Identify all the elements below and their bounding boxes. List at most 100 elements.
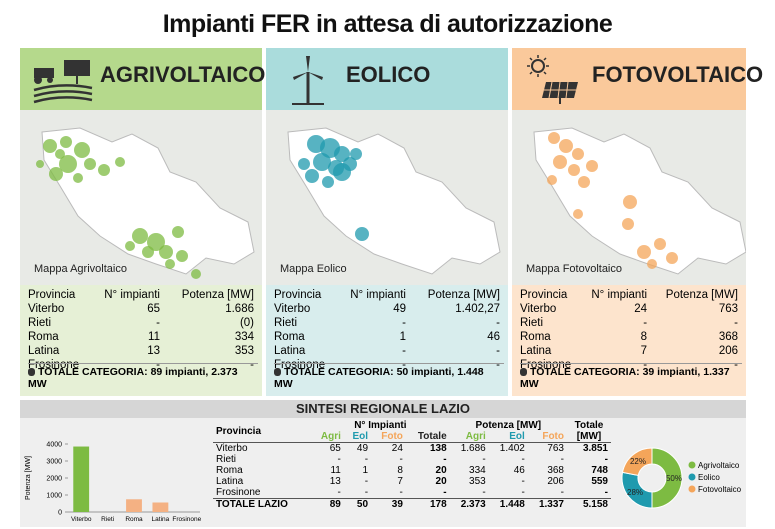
cell: 138 [429,443,447,454]
cell: - [156,359,160,371]
summary-row: Roma 11 1 8 20 334 46 368 748 [213,465,611,476]
column-header: Provincia [274,289,322,301]
column-header: Potenza [MW] [427,289,500,301]
cell: 24 [391,443,403,454]
cell: - [734,359,738,371]
province-row: Viterbo 65 1.686 [20,302,262,316]
cell: Roma [520,331,551,343]
cell: Rieti [216,454,237,465]
map-dot [159,245,173,259]
map-dot [49,167,63,181]
y-axis-label: Potenza [MW] [25,456,32,500]
cell: - [482,487,486,498]
header-row: Provincia N° Impianti Potenza [MW] Totale [… [213,420,611,442]
map-dot [115,157,125,167]
cell: - [604,454,608,465]
map-dot [322,176,334,188]
cell: - [364,476,369,487]
map-dot [622,218,634,230]
map-dot [548,132,560,144]
cell: Latina [216,476,244,487]
cell: - [482,454,486,465]
cell: 8 [640,331,648,343]
map-dot [298,158,310,170]
cell: - [337,487,341,498]
cell: - [250,359,254,371]
map-dot [355,227,369,241]
x-tick-label: Latina [152,516,170,523]
map-dot [647,259,657,269]
cell: 353 [469,476,486,487]
column-subheader: Foto [381,431,403,442]
icon-eolico [292,56,324,105]
map-label: Mappa Fotovoltaico [526,263,622,275]
map-dot [334,146,350,162]
map-dot [666,252,678,264]
cell: - [364,487,369,498]
map-shape [287,127,501,275]
map-dot [553,155,567,169]
province-row: Viterbo 24 763 [512,302,746,316]
cell: - [521,476,525,487]
summary-row: Latina 13 - 7 20 353 - 206 559 [213,476,611,487]
cell: 763 [718,303,738,315]
legend-swatch [688,485,696,493]
cell: 49 [356,443,369,454]
province-row: Rieti - - [512,316,746,330]
map: Mappa Fotovoltaico [512,110,747,285]
cell: 1.337 [527,498,567,510]
panel-title: FOTOVOLTAICO [592,62,764,87]
map: Mappa Agrivoltaico [20,110,262,285]
map-dot [586,160,598,172]
column-header: Potenza [MW] [181,289,254,301]
province-row: Rieti - - [266,316,508,330]
province-row: Viterbo 49 1.402,27 [266,302,508,316]
map-dot [333,163,351,181]
cell: 353 [234,345,254,357]
column-header: Provincia [520,289,568,301]
icon-agri [33,60,93,104]
map-shape [36,127,255,279]
header-row: Provincia N° impianti Potenza [MW] [266,288,508,302]
cell: - [156,317,160,329]
cell: 11 [148,331,160,343]
cell: 20 [435,465,447,476]
column-subheader: Agri [320,431,341,442]
map-dot [132,228,148,244]
column-subheader: Foto [542,431,564,442]
cell: 763 [547,443,564,454]
province-row: Frosinone - - [266,358,508,372]
cell: - [734,317,738,329]
map-dot [654,238,666,250]
map-dot [623,195,637,209]
cell: Roma [274,331,305,343]
map-dot [313,153,331,171]
map-dot [84,158,96,170]
cell: 334 [469,465,486,476]
y-tick-label: 3000 [46,459,62,466]
bar [73,446,90,512]
map-dot [43,139,57,153]
cell: - [402,359,406,371]
province-row: Roma 8 368 [512,330,746,344]
x-tick-label: Frosinone [172,516,201,523]
cell: - [560,454,564,465]
column-header: Potenza [MW] [665,289,738,301]
cell: Roma [216,465,243,476]
cell: - [402,345,406,357]
column-header: Provincia [28,289,76,301]
cell: 46 [487,331,500,343]
map-dot [547,175,557,185]
total-text: TOTALE CATEGORIA: 89 impianti, 2.373 MW [28,366,238,390]
province-table: Provincia N° impianti Potenza [MW] Viterbo 4… [266,288,508,372]
province-table: Provincia N° impianti Potenza [MW] Viterbo 6… [20,288,262,372]
summary-row: Viterbo 65 49 24 138 1.686 1.402 763 3.851 [213,443,611,455]
map-dot [191,269,201,279]
cell: 5.158 [567,498,611,510]
map-dot [98,164,110,176]
panel-table: Provincia N° impianti Potenza [MW] Viterbo 6… [20,285,262,396]
cell: 46 [513,465,525,476]
cell: - [521,487,525,498]
panel-total: TOTALE CATEGORIA: 39 impianti, 1.337 MW [520,363,742,390]
